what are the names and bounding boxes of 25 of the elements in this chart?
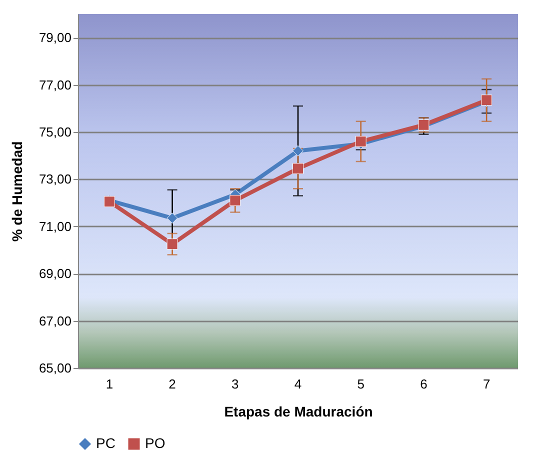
x-tick-label: 6 (420, 376, 428, 392)
x-tick-label: 4 (294, 376, 302, 392)
y-tick-label: 65,00 (38, 360, 72, 376)
point (166, 238, 178, 250)
y-tick-label: 79,00 (38, 30, 72, 46)
x-tick-label: 3 (232, 376, 239, 392)
point (166, 212, 178, 224)
x-axis-title: Etapas de Maduración (224, 404, 373, 420)
point (230, 194, 241, 206)
legend-label: PO (145, 435, 166, 451)
x-tick-label: 2 (168, 376, 176, 392)
x-tick-label: 5 (357, 376, 364, 392)
y-tick-label: 69,00 (38, 266, 72, 282)
point (292, 163, 304, 174)
point (355, 136, 366, 147)
x-tick-label: 1 (106, 376, 114, 392)
point (292, 145, 304, 156)
legend-label: PC (96, 435, 116, 451)
y-tick-label: 71,00 (38, 218, 72, 234)
y-tick-label: 73,00 (38, 172, 72, 187)
x-tick-label: 7 (482, 376, 490, 392)
y-tick-label: 75,00 (38, 124, 72, 140)
y-tick-label: 67,00 (38, 313, 72, 328)
y-tick-label: 77,00 (38, 77, 72, 92)
y-axis-title: % de Humedad (8, 141, 25, 242)
